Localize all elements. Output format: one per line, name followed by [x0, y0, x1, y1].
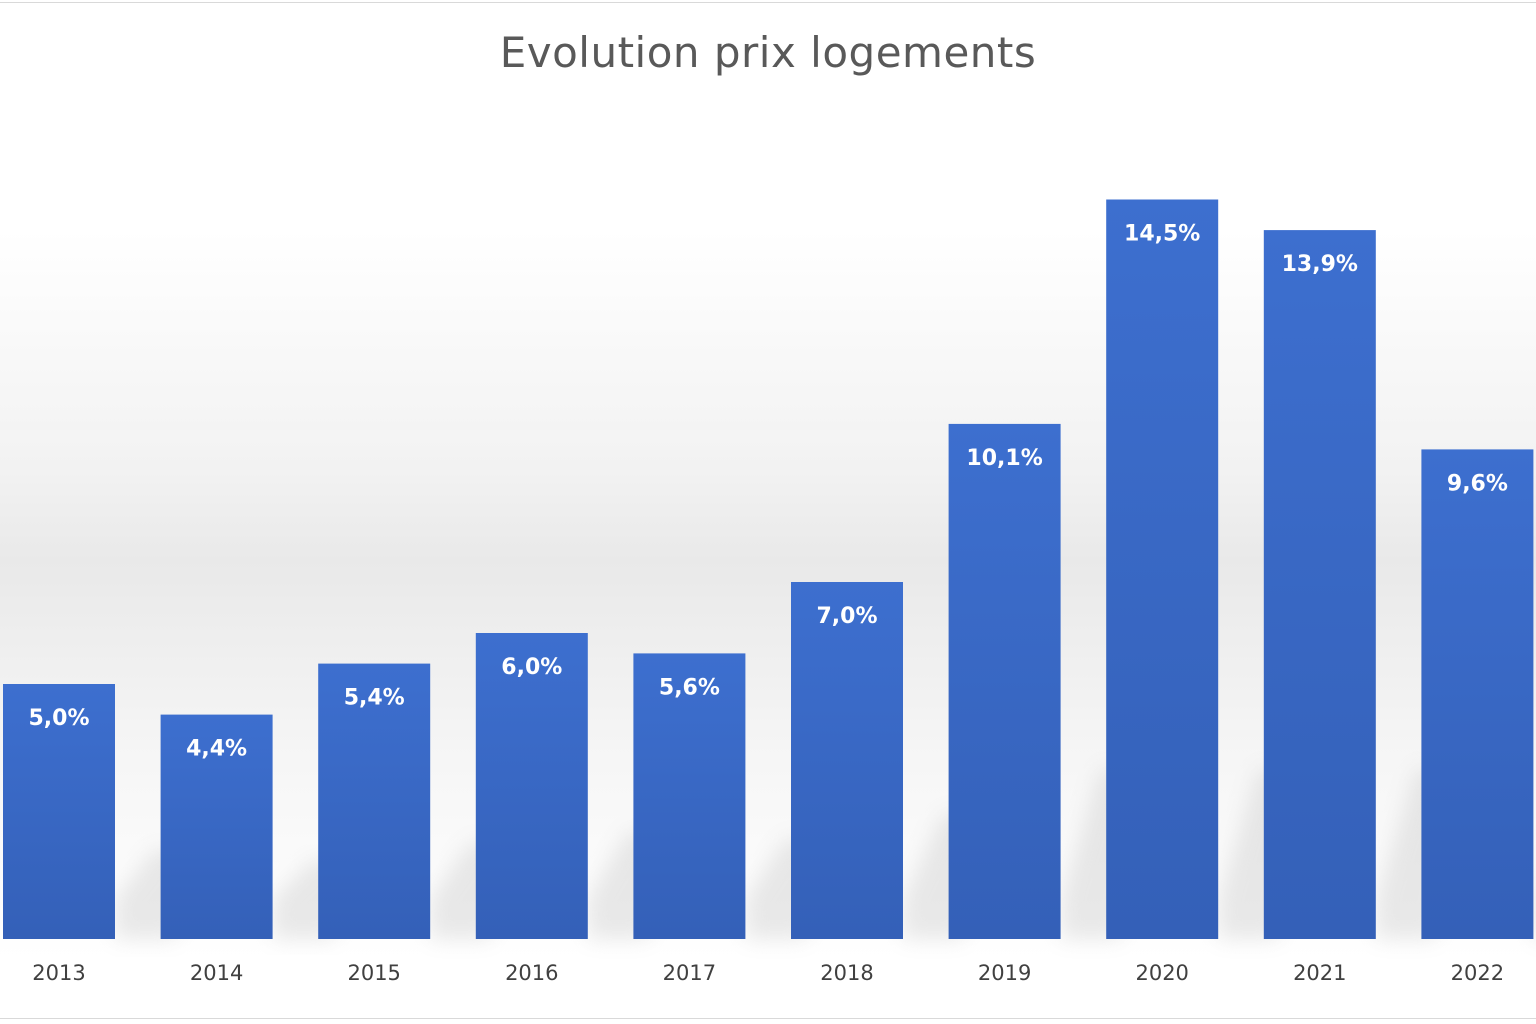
- bar-2014: [160, 714, 273, 939]
- bar-2021: [1263, 230, 1376, 940]
- frame-bottom-border: [0, 1018, 1536, 1019]
- data-label-2018: 7,0%: [816, 604, 877, 629]
- x-tick-label-2014: 2014: [190, 961, 243, 985]
- data-label-2016: 6,0%: [501, 655, 562, 680]
- data-label-2019: 10,1%: [966, 446, 1042, 471]
- data-label-2022: 9,6%: [1447, 471, 1508, 496]
- bar-2017: [633, 653, 746, 939]
- x-axis-ticks-group: 2013 2014 2015 2016 2017 2018 2019 2020 2021 2022: [32, 961, 1504, 985]
- data-label-2015: 5,4%: [344, 686, 405, 711]
- bar-2018: [791, 582, 903, 939]
- bar-2022: [1421, 449, 1534, 939]
- data-label-2021: 13,9%: [1282, 252, 1358, 277]
- bars-group: [3, 199, 1534, 940]
- x-tick-label-2016: 2016: [505, 961, 558, 985]
- x-tick-label-2018: 2018: [820, 961, 873, 985]
- x-tick-label-2015: 2015: [347, 961, 400, 985]
- bar-2020: [1106, 199, 1219, 939]
- x-tick-label-2022: 2022: [1451, 961, 1504, 985]
- data-label-2017: 5,6%: [659, 675, 720, 700]
- x-tick-label-2021: 2021: [1293, 961, 1346, 985]
- bar-shadow-2022: [1533, 890, 1536, 939]
- x-tick-label-2013: 2013: [32, 961, 85, 985]
- x-tick-label-2017: 2017: [663, 961, 716, 985]
- frame-top-border: [0, 2, 1536, 3]
- data-labels-group: 5,0% 4,4% 5,4% 6,0% 5,6% 7,0% 10,1% 14,5% 13,9% 9…: [28, 222, 1507, 762]
- data-label-2014: 4,4%: [186, 737, 247, 762]
- x-tick-label-2020: 2020: [1135, 961, 1188, 985]
- bar-2016: [475, 633, 588, 939]
- chart-title: Evolution prix logements: [499, 28, 1037, 77]
- x-tick-label-2019: 2019: [978, 961, 1031, 985]
- data-label-2013: 5,0%: [28, 706, 89, 731]
- bar-2019: [948, 423, 1061, 939]
- bar-2013: [3, 684, 115, 939]
- data-label-2020: 14,5%: [1124, 222, 1200, 247]
- bar-2015: [318, 663, 431, 939]
